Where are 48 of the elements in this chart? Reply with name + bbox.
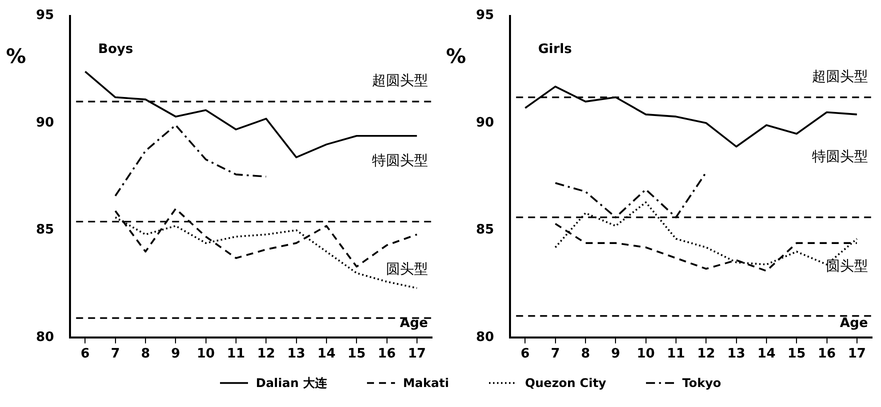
x-tick-label: 10 — [196, 346, 215, 362]
x-tick-label: 15 — [348, 346, 366, 362]
x-tick-label: 7 — [110, 346, 120, 362]
x-tick-label: 9 — [611, 346, 620, 362]
x-tick-label: 17 — [408, 346, 426, 362]
y-tick-label: 80 — [36, 330, 54, 345]
y-tick-label: 80 — [476, 330, 494, 345]
x-tick-label: 16 — [378, 346, 396, 362]
annotation: 超圆头型 — [812, 68, 868, 85]
x-tick-label: 11 — [666, 346, 686, 362]
x-axis-title: Age — [840, 316, 868, 331]
text: Girls — [538, 42, 572, 58]
y-tick-label: 95 — [36, 8, 54, 24]
x-tick-label: 9 — [171, 346, 180, 362]
annotation: 超圆头型 — [372, 73, 428, 90]
annotation: 圆头型 — [386, 262, 428, 278]
x-tick-label: 13 — [727, 346, 746, 362]
x-tick-label: 10 — [636, 346, 655, 362]
x-tick-label: 14 — [317, 346, 336, 362]
y-tick-label: 85 — [36, 222, 54, 238]
legend-label: Quezon City — [524, 376, 606, 390]
x-tick-label: 6 — [520, 346, 530, 362]
x-tick-label: 7 — [550, 346, 560, 362]
x-tick-label: 12 — [697, 346, 716, 362]
y-tick-label: 90 — [476, 115, 494, 130]
text: Boys — [98, 42, 134, 58]
x-tick-label: 6 — [80, 346, 90, 362]
legend-label: Dalian 大连 — [256, 374, 327, 392]
x-tick-label: 13 — [287, 346, 306, 362]
annotation: 圆头型 — [826, 258, 868, 274]
y-axis-title: % — [6, 44, 26, 68]
x-tick-label: 14 — [757, 346, 776, 362]
x-tick-label: 8 — [580, 346, 590, 362]
x-tick-label: 15 — [788, 346, 806, 362]
x-tick-label: 17 — [848, 346, 866, 362]
y-tick-label: 95 — [476, 8, 494, 24]
annotation: 特圆头型 — [812, 148, 868, 165]
x-axis-title: Age — [400, 316, 428, 331]
legend-label: Tokyo — [682, 376, 722, 390]
y-tick-label: 90 — [36, 115, 54, 130]
legend-label: Makati — [402, 376, 449, 390]
y-tick-label: 85 — [476, 222, 494, 238]
x-tick-label: 12 — [257, 346, 276, 362]
annotation: 特圆头型 — [372, 153, 428, 170]
x-tick-label: 16 — [818, 346, 836, 362]
y-axis-title: % — [446, 44, 466, 68]
x-tick-label: 11 — [226, 346, 246, 362]
x-tick-label: 8 — [140, 346, 150, 362]
